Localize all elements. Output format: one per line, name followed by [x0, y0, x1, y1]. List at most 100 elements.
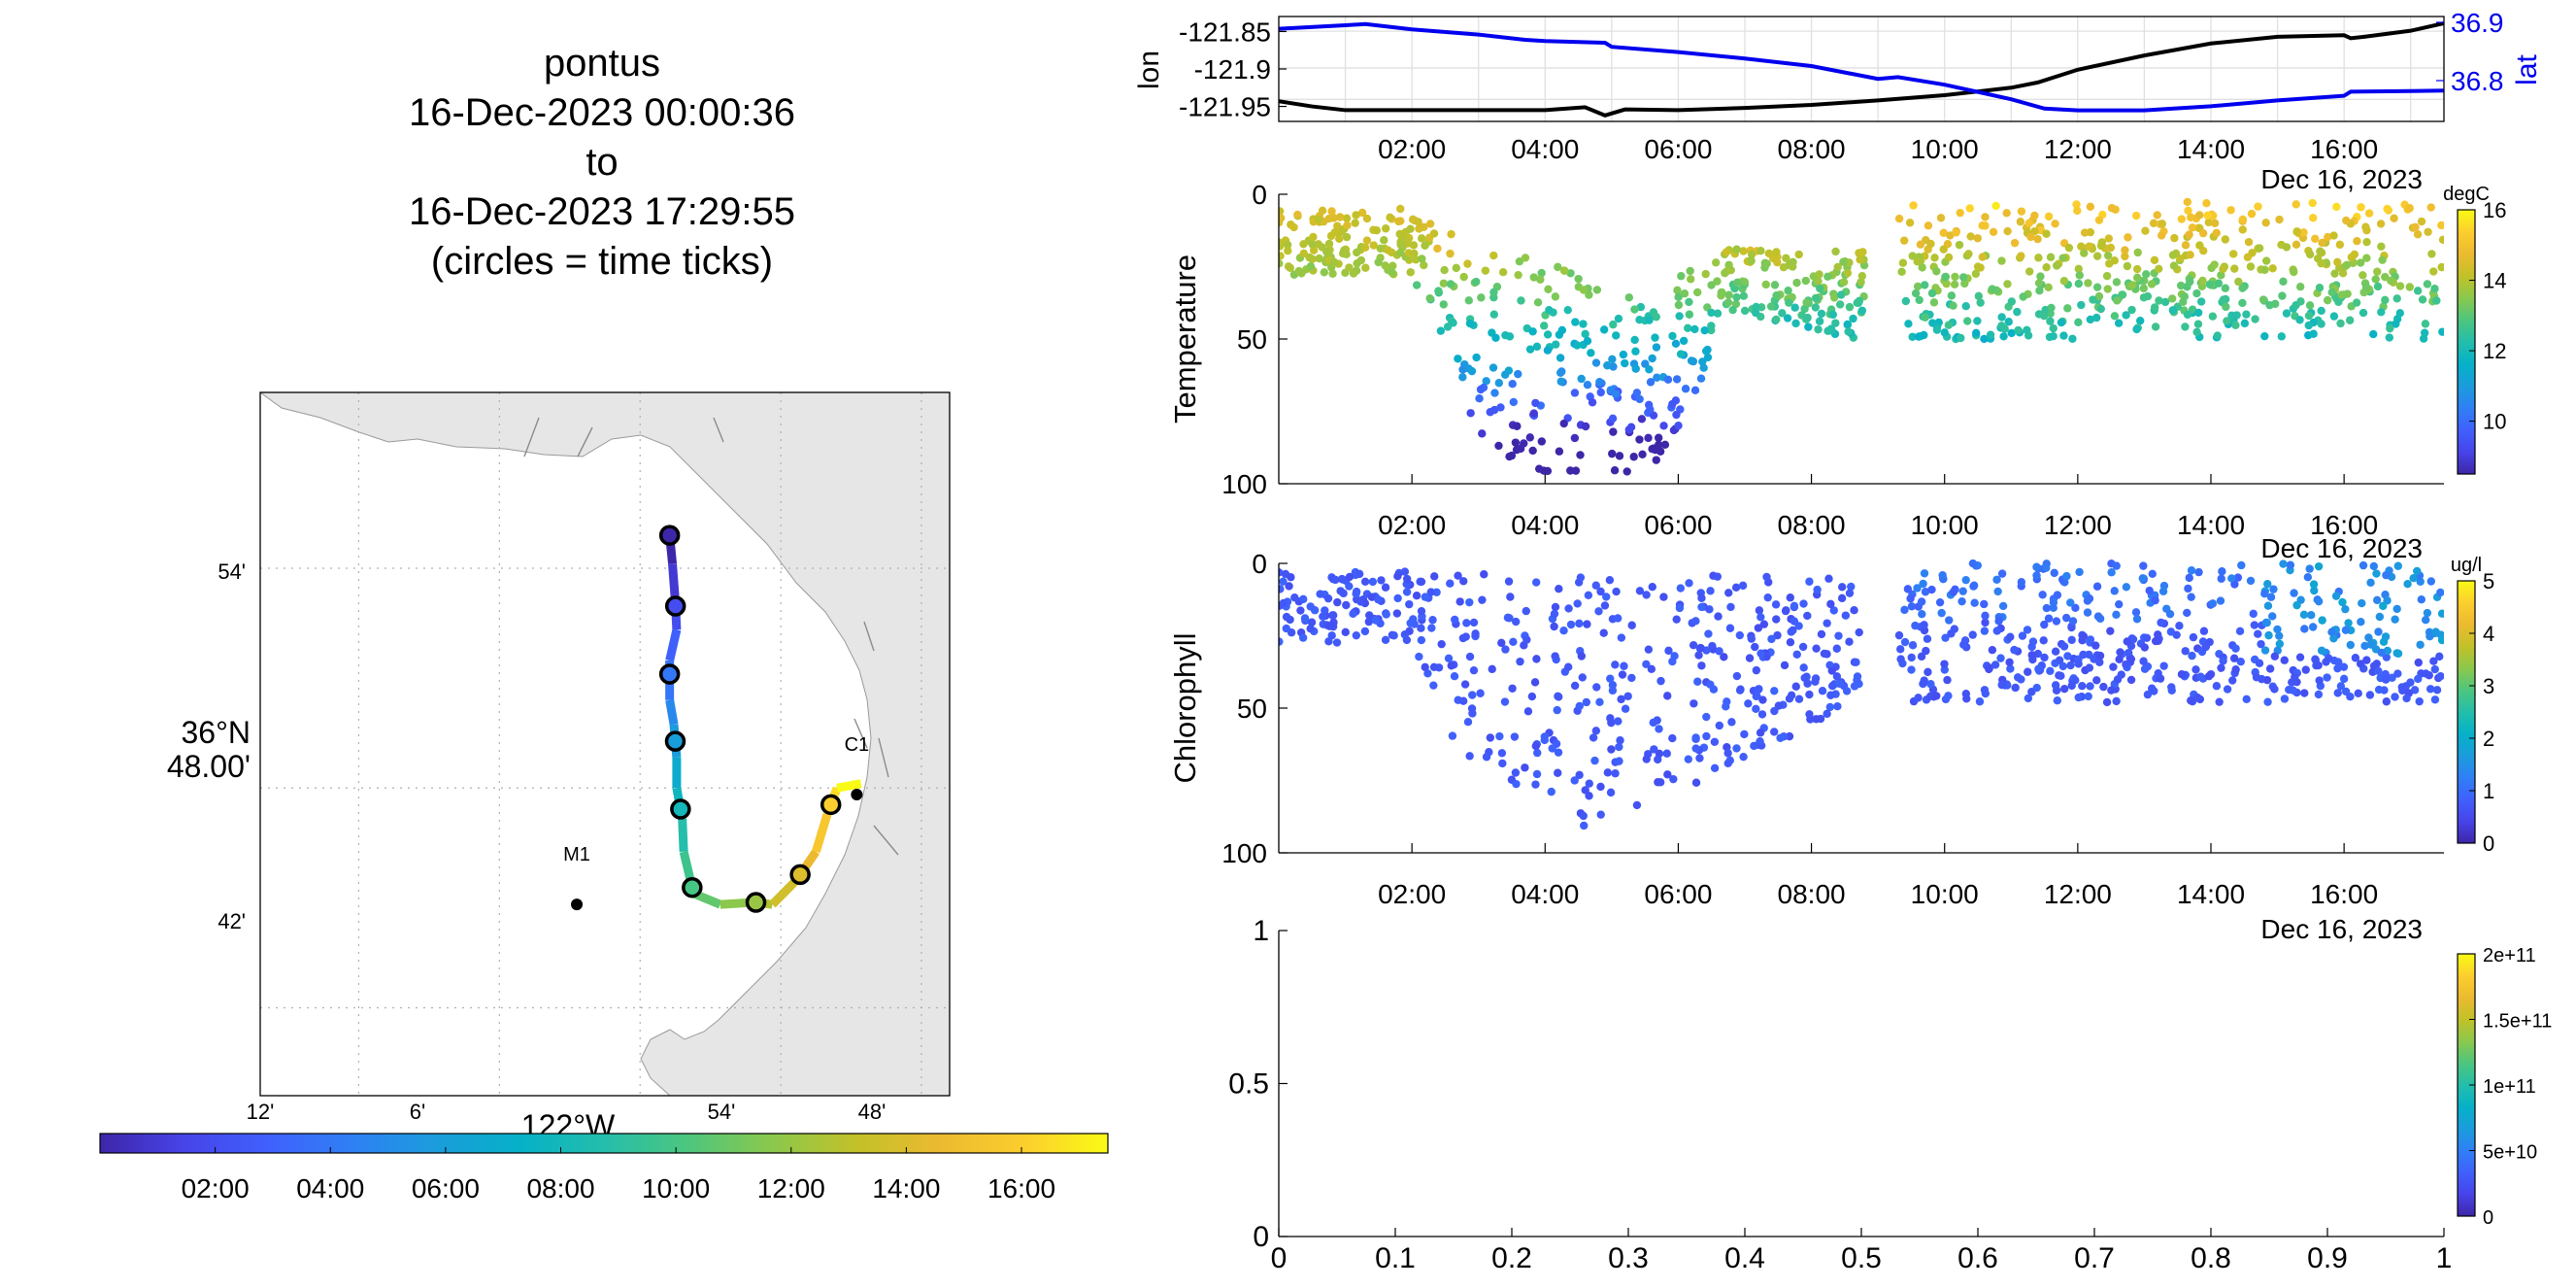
scatter-point [1732, 292, 1741, 302]
scatter-point [1472, 277, 1481, 287]
time-tick-circle [664, 595, 686, 617]
scatter-point [1817, 309, 1826, 319]
x-tick-label: 0.5 [1841, 1242, 1882, 1274]
scatter-point [1525, 345, 1535, 354]
scatter-point [1570, 389, 1580, 397]
scatter-point [1694, 651, 1703, 660]
scatter-point [1691, 617, 1700, 626]
scatter-point [1316, 590, 1324, 598]
scatter-point [2372, 595, 2382, 605]
scatter-point [1533, 748, 1542, 758]
scatter-point [2204, 671, 2214, 681]
scatter-point [1944, 321, 1954, 329]
scatter-point [2373, 267, 2382, 276]
scatter-point [1660, 440, 1670, 450]
scatter-point [2381, 675, 2391, 684]
scatter-point [1815, 317, 1824, 325]
scatter-point [1961, 575, 1970, 585]
scatter-point [1343, 220, 1352, 230]
scatter-point [2132, 615, 2142, 624]
scatter-point [2113, 296, 2122, 305]
scatter-point [1680, 289, 1689, 298]
scatter-point [2208, 599, 2218, 608]
scatter-point [1791, 682, 1800, 691]
scatter-point [1945, 616, 1954, 625]
scatter-point [2285, 685, 2293, 695]
scatter-point [2431, 627, 2440, 636]
x-tick-label: 1 [2436, 1242, 2453, 1274]
map-frame [259, 391, 951, 1097]
scatter-point [2183, 197, 2192, 207]
scatter-point [2430, 285, 2439, 293]
scatter-point [1805, 577, 1814, 586]
scatter-point [2092, 252, 2102, 260]
scatter-point [1306, 262, 1316, 271]
time-colorbar-label: 06:00 [412, 1173, 480, 1203]
scatter-point [1551, 340, 1560, 349]
scatter-point [1817, 629, 1826, 639]
scatter-point [1620, 661, 1628, 670]
scatter-point [2153, 211, 2161, 220]
scatter-point [1509, 637, 1518, 647]
scatter-point [2291, 672, 2299, 682]
scatter-point [2046, 317, 2055, 325]
scatter-point [1512, 779, 1521, 789]
scatter-point [1455, 597, 1464, 606]
scatter-point [1923, 634, 1932, 643]
scatter-point [1605, 575, 1615, 585]
scatter-point [1715, 647, 1723, 656]
map-lat-tick-label: 54' [217, 559, 246, 584]
scatter-point [1939, 245, 1948, 254]
scatter-point [2261, 256, 2271, 265]
scatter-point [1811, 303, 1821, 312]
scatter-point [2329, 231, 2338, 240]
scatter-point [2292, 227, 2301, 236]
x-tick-label: 04:00 [1511, 510, 1579, 540]
scatter-point [1355, 569, 1364, 579]
scatter-point [2172, 630, 2181, 639]
scatter-point [1279, 585, 1285, 593]
scatter-point [1653, 716, 1661, 725]
scatter-point [1531, 578, 1541, 587]
scatter-point [1452, 263, 1460, 273]
scatter-point [1776, 733, 1785, 742]
scatter-point [2052, 617, 2061, 626]
scatter-point [1393, 593, 1402, 603]
scatter-point [1462, 619, 1471, 627]
scatter-point [1674, 292, 1683, 301]
scatter-point [1992, 575, 2001, 584]
scatter-point [2254, 629, 2262, 638]
time-colorbar-label: 14:00 [872, 1173, 940, 1203]
scatter-point [2244, 237, 2254, 247]
scatter-point [2016, 218, 2025, 226]
scatter-point [2257, 639, 2265, 649]
colorbar-tick-label: 1.5e+11 [2483, 1011, 2552, 1033]
time-tick-circle [670, 798, 691, 820]
scatter-point [2313, 254, 2323, 263]
scatter-point [1486, 733, 1495, 742]
scatter-point [1973, 262, 1983, 271]
scatter-point [1989, 227, 1998, 237]
scatter-point [2083, 608, 2092, 617]
scatter-point [2217, 663, 2225, 672]
scatter-point [2158, 587, 2168, 596]
scatter-point [1747, 256, 1756, 265]
scatter-point [2141, 226, 2150, 235]
scatter-point [1997, 256, 2006, 265]
scatter-point [1778, 309, 1787, 318]
scatter-point [1980, 686, 1990, 695]
track-segment [836, 779, 862, 793]
scatter-point [2092, 313, 2101, 322]
scatter-point [2150, 303, 2159, 312]
scatter-point [2007, 297, 2017, 306]
lat-axis-label: lat [2511, 53, 2543, 85]
scatter-point [1785, 731, 1794, 741]
scatter-point [2311, 656, 2321, 664]
scatter-point [2362, 656, 2371, 664]
scatter-point [1826, 324, 1836, 333]
scatter-point [2391, 693, 2399, 701]
scatter-point [1664, 646, 1673, 656]
scatter-point [1382, 610, 1390, 619]
scatter-point [1676, 584, 1686, 593]
scatter-point [2214, 279, 2224, 288]
